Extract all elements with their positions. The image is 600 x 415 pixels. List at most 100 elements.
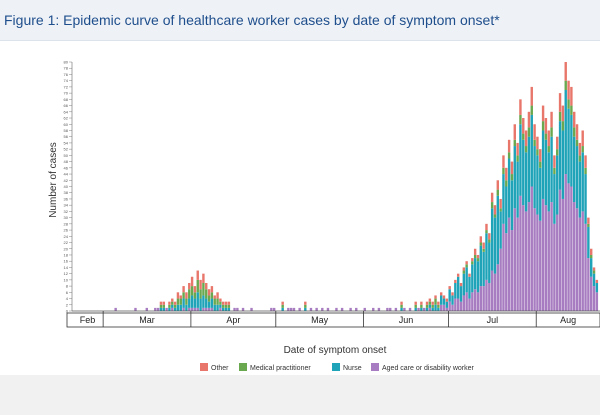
bar-segment [451,304,454,311]
bar-segment [527,202,531,311]
bar-segment [222,304,225,308]
bar-segment [595,279,599,283]
y-tick-label: 80 [64,60,69,65]
month-label: Mar [139,315,155,325]
bar-segment [168,307,171,311]
bar-segment [193,292,197,299]
legend-label: Nurse [343,365,362,372]
y-tick-label: 12 [64,271,69,276]
bar-segment [462,267,466,271]
bar-segment [530,86,533,106]
bar-segment [199,298,202,311]
bar-segment [442,304,446,311]
bar-segment [309,307,313,311]
bar-segment [527,127,531,137]
bar-segment [159,304,163,308]
bar-segment [439,304,443,311]
y-tick-label: 8 [66,284,69,289]
bar-segment [114,307,117,311]
y-tick-label: 78 [64,66,69,71]
bar-segment [553,167,556,175]
bar-segment [185,292,188,299]
bar-segment [561,121,565,131]
bar-segment [462,270,466,274]
bar-segment [171,301,174,305]
bar-segment [193,307,197,311]
bar-segment [207,295,211,302]
bar-segment [173,307,177,311]
bar-segment [428,301,432,305]
bar-segment [468,276,471,299]
bar-segment [439,292,443,296]
bar-segment [287,307,290,311]
bar-segment [210,286,214,293]
bar-segment [573,136,576,203]
bar-segment [207,301,211,308]
bar-segment [425,307,429,311]
bar-segment [216,304,219,311]
bar-segment [190,307,194,311]
bar-segment [510,174,514,181]
bar-segment [536,136,539,150]
y-tick-label: 38 [64,190,69,195]
bar-segment [544,118,548,134]
bar-segment [558,93,562,112]
bar-segment [190,276,194,287]
bar-segment [468,273,471,277]
bar-segment [485,230,488,234]
bar-segment [216,298,219,305]
bar-segment [196,292,199,308]
bar-segment [479,286,483,311]
legend-label: Other [211,365,229,372]
bar-segment [488,239,491,243]
bar-segment [219,307,222,311]
bar-segment [456,298,460,311]
bar-segment [196,279,199,293]
bar-segment [556,136,559,150]
bar-segment [482,242,485,249]
bar-segment [590,248,593,255]
bar-segment [414,304,417,308]
y-tick-label: 14 [64,265,69,270]
bar-segment [222,307,225,311]
bar-segment [513,146,516,209]
bar-segment [213,295,216,299]
bar-segment [573,111,576,128]
bar-segment [219,304,222,308]
bar-segment [465,261,468,265]
bar-segment [227,307,231,311]
bar-segment [159,307,163,311]
bar-segment [476,258,480,262]
y-tick-label: 44 [64,172,69,177]
bar-segment [485,233,488,280]
bar-segment [431,307,434,311]
bar-segment [547,152,550,212]
legend-swatch [200,363,208,371]
legend-label: Aged care or disability worker [382,365,474,372]
bar-segment [448,301,451,311]
bar-segment [581,130,584,147]
bar-segment [479,245,483,287]
bar-segment [490,192,494,203]
bar-segment [202,295,205,308]
y-tick-label: 70 [64,91,69,96]
bar-segment [417,307,420,311]
bar-segment [422,307,426,311]
bar-segment [219,298,222,302]
bar-segment [363,307,366,311]
bar-segment [298,307,301,311]
bar-segment [547,130,550,147]
bar-segment [389,307,392,311]
bar-segment [454,298,457,311]
bar-segment [502,155,505,168]
bar-segment [524,211,528,311]
bar-segment [428,298,432,302]
bar-segment [570,186,573,311]
bar-segment [326,307,330,311]
bar-segment [437,301,440,305]
bar-segment [473,258,477,290]
bar-segment [587,258,590,311]
bar-segment [541,121,545,131]
bar-segment [530,114,533,187]
y-tick-label: 34 [64,203,69,208]
